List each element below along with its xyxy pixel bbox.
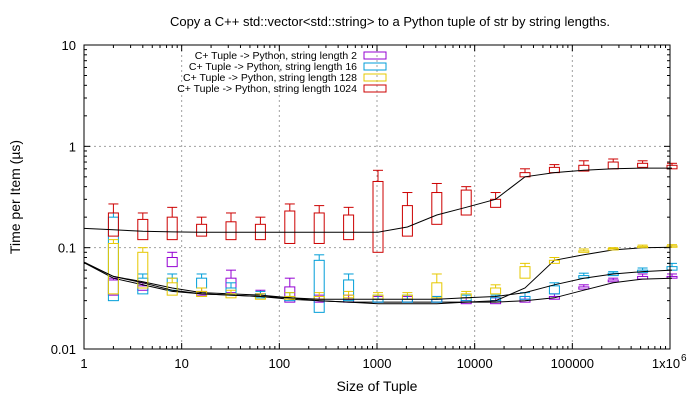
candle-box (343, 279, 355, 302)
x-tick-label: 10 (174, 356, 188, 371)
candle-box (637, 162, 649, 168)
candle-box (284, 210, 296, 244)
axis-ticks: 1 10 100 1000 10000 100000 1x10 6 0.01 0.1 1 10 (51, 38, 687, 371)
candle-box (107, 279, 119, 296)
y-tick-label: 1 (69, 139, 76, 154)
y-tick-label: 0.01 (51, 342, 76, 357)
series-2 (83, 212, 678, 313)
candle-box (460, 189, 472, 216)
candle-box (166, 216, 178, 241)
x-tick-label: 1 (80, 356, 87, 371)
candle-box (519, 295, 531, 300)
candle-box (578, 164, 590, 172)
grid (84, 45, 670, 349)
candle-box (548, 285, 560, 295)
trend-line (83, 261, 673, 300)
series-layer (83, 158, 678, 313)
candle-box (372, 180, 384, 253)
x-tick-label: 1000 (363, 356, 392, 371)
legend-swatch (363, 73, 387, 82)
candle-box (578, 250, 590, 253)
candle-box (666, 275, 678, 279)
candle-box (196, 223, 208, 237)
candle-box (166, 256, 178, 268)
trend-line (83, 167, 672, 233)
legend: C+ Tuple -> Python, string length 2C+ Tu… (177, 50, 387, 95)
y-axis-label: Time per Item (µs) (7, 140, 23, 254)
x-tick-label: 10000 (457, 356, 493, 371)
candle-box (548, 259, 560, 264)
y-tick-label: 10 (62, 38, 76, 53)
candle-box (637, 245, 649, 249)
legend-label: C+ Tuple -> Python, string length 2 (195, 50, 357, 62)
candle-box (666, 266, 678, 271)
candle-box (401, 205, 413, 237)
candle-box (607, 161, 619, 170)
x-axis-label: Size of Tuple (337, 378, 418, 394)
legend-label: C+ Tuple -> Python, string length 16 (189, 61, 357, 73)
candle-box (284, 286, 296, 303)
candle-box (196, 277, 208, 289)
candle-box (343, 294, 355, 299)
legend-swatch (363, 62, 387, 71)
candle-box (666, 245, 678, 248)
candle-box (107, 212, 119, 237)
candle-box (490, 287, 502, 295)
candle-box (107, 242, 119, 295)
candle-box (137, 218, 149, 241)
trend-line (83, 246, 673, 305)
series-3 (83, 239, 678, 300)
chart-title: Copy a C++ std::vector<std::string> to a… (170, 14, 610, 29)
candle-box (431, 192, 443, 225)
series-4 (83, 158, 678, 253)
candle-box (607, 248, 619, 251)
x-tick-label: 100000 (551, 356, 594, 371)
x-tick-label: 100 (268, 356, 290, 371)
candle-box (137, 251, 149, 289)
candle-box (666, 164, 678, 170)
candle-box (607, 279, 619, 283)
candle-box (343, 214, 355, 241)
candle-box (225, 293, 237, 299)
candle-box (431, 282, 443, 299)
y-tick-label: 0.1 (58, 241, 76, 256)
candle-box (225, 221, 237, 241)
candle-box (519, 266, 531, 279)
x-tick-label-exponent: 6 (681, 353, 687, 364)
legend-swatch (363, 51, 387, 60)
legend-swatch (363, 84, 387, 93)
legend-label: C+ Tuple -> Python, string length 128 (183, 72, 357, 84)
candle-box (313, 259, 325, 313)
candle-box (313, 212, 325, 244)
legend-label: C+ Tuple -> Python, string length 1024 (177, 83, 357, 95)
x-tick-label: 1x10 (652, 356, 680, 371)
candle-box (578, 286, 590, 290)
